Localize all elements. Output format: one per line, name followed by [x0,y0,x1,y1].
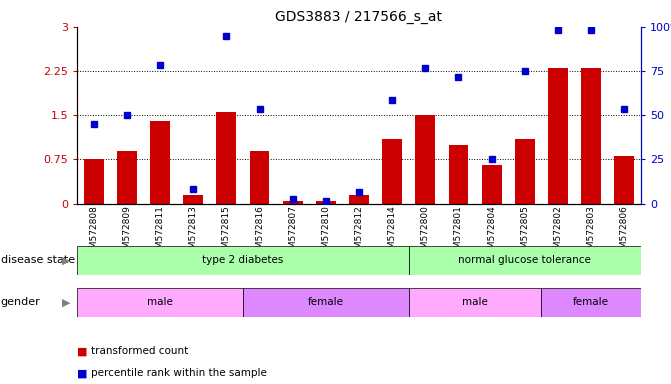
Text: female: female [573,297,609,308]
Bar [150,121,170,204]
Text: gender: gender [1,297,40,308]
Bar [282,200,303,204]
Title: GDS3883 / 217566_s_at: GDS3883 / 217566_s_at [276,10,442,25]
Text: normal glucose tolerance: normal glucose tolerance [458,255,591,265]
Bar [117,151,137,204]
Bar [581,68,601,204]
Text: ■: ■ [77,346,88,356]
Bar [183,195,203,204]
Text: ▶: ▶ [62,297,70,308]
Text: ■: ■ [77,368,88,378]
Text: ▶: ▶ [62,255,70,265]
Text: female: female [308,297,344,308]
Bar [448,145,468,204]
Text: type 2 diabetes: type 2 diabetes [202,255,284,265]
Bar [548,68,568,204]
Bar [409,288,541,317]
Bar [217,112,236,204]
Text: disease state: disease state [1,255,74,265]
Text: male: male [462,297,488,308]
Bar [409,246,641,275]
Bar [614,156,634,204]
Bar [482,165,501,204]
Bar [243,288,409,317]
Bar [84,159,104,204]
Bar [77,246,409,275]
Bar [541,288,641,317]
Bar [515,139,535,204]
Bar [415,115,435,204]
Bar [316,200,336,204]
Bar [349,195,369,204]
Bar [250,151,270,204]
Text: percentile rank within the sample: percentile rank within the sample [91,368,266,378]
Bar [77,288,243,317]
Text: transformed count: transformed count [91,346,188,356]
Text: male: male [147,297,173,308]
Bar [382,139,402,204]
